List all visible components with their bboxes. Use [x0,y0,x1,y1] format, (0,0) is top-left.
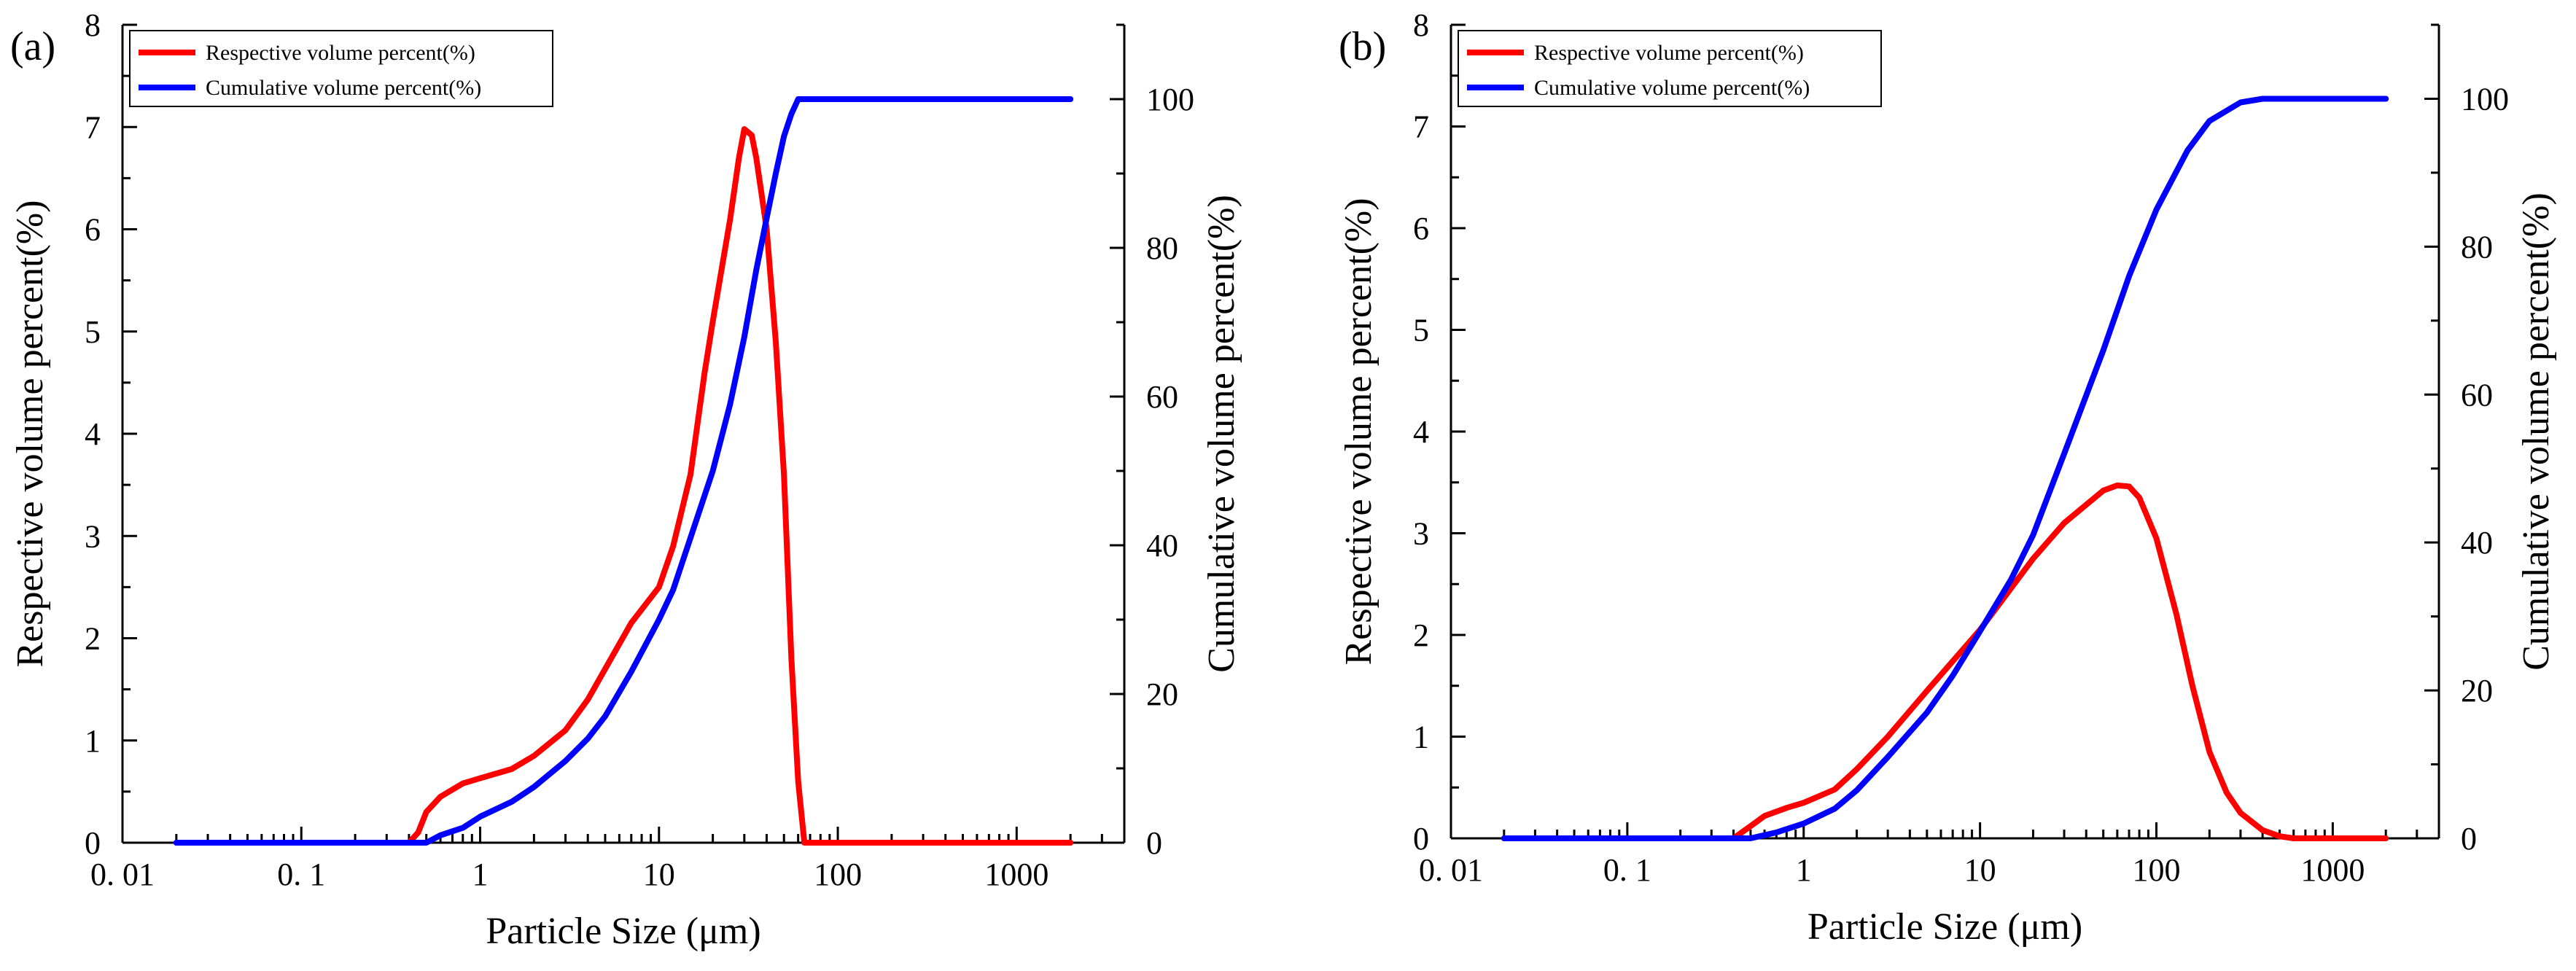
y-left-tick-label: 1 [85,723,101,759]
y-left-tick-label: 6 [1413,211,1429,246]
y-right-tick-label: 100 [1146,82,1194,117]
x-tick-label: 1 [1796,852,1812,888]
x-tick-label: 100 [2133,852,2181,888]
y-left-tick-label: 5 [85,314,101,350]
panel-a: 0. 01 0. 1 1 10 100 1000012345678020406080100… [9,7,1242,952]
x-tick-label: 0. 01 [90,857,155,892]
respective-volume-line [1501,482,2389,841]
y-right-tick-label: 80 [2461,229,2493,265]
y-right-tick-label: 60 [2461,377,2493,413]
x-tick-label: 10 [1964,852,1996,888]
y-right-tick-label: 100 [2461,81,2509,117]
y-left-tick-label: 2 [85,621,101,657]
y-left-tick-label: 8 [1413,7,1429,43]
y-axis-right-title: Cumulative volume percent(%) [2515,192,2557,671]
cumulative-volume-line [1501,95,2389,841]
x-tick-label: 100 [814,857,862,892]
x-tick-label: 10 [643,857,675,892]
x-tick-label: 0. 1 [277,857,325,892]
respective-volume-line [173,126,1074,846]
legend-box [1458,30,1882,107]
y-left-tick-label: 3 [85,518,101,554]
y-left-tick-label: 5 [1413,313,1429,348]
y-right-tick-label: 20 [2461,673,2493,709]
x-tick-label: 0. 1 [1603,852,1651,888]
legend-label: Respective volume percent(%) [206,41,475,65]
panel-label: (b) [1339,24,1386,69]
panel-label: (a) [10,24,55,69]
legend-label: Respective volume percent(%) [1534,41,1804,65]
y-left-tick-label: 2 [1413,617,1429,653]
y-right-tick-label: 20 [1146,676,1178,712]
y-axis-left-title: Respective volume percent(%) [9,200,51,667]
y-left-tick-label: 4 [1413,414,1429,450]
legend-box [129,30,553,107]
panel-b: 0. 01 0. 1 1 10 100 1000012345678020406080100… [1338,7,2557,948]
y-right-tick-label: 0 [1146,825,1162,861]
y-left-tick-label: 1 [1413,720,1429,755]
y-left-tick-label: 0 [1413,821,1429,857]
y-right-tick-label: 60 [1146,379,1178,415]
y-left-tick-label: 8 [85,7,101,43]
y-right-tick-label: 0 [2461,821,2477,857]
x-tick-label: 1000 [984,857,1048,892]
x-axis-title: Particle Size (μm) [1808,906,2082,948]
y-left-tick-label: 7 [1413,109,1429,145]
y-axis-left-title: Respective volume percent(%) [1338,198,1380,665]
y-right-tick-label: 40 [1146,528,1178,564]
y-left-tick-label: 6 [85,212,101,248]
x-tick-label: 0. 01 [1419,852,1483,888]
y-left-tick-label: 0 [85,825,101,861]
y-right-tick-label: 80 [1146,230,1178,266]
y-right-tick-label: 40 [2461,525,2493,561]
legend-label: Cumulative volume percent(%) [206,76,481,100]
x-tick-label: 1000 [2300,852,2365,888]
y-left-tick-label: 3 [1413,516,1429,552]
legend-label: Cumulative volume percent(%) [1534,76,1810,100]
cumulative-volume-line [173,96,1074,846]
y-axis-right-title: Cumulative volume percent(%) [1201,195,1242,673]
y-left-tick-label: 7 [85,109,101,145]
x-tick-label: 1 [472,857,489,892]
x-axis-title: Particle Size (μm) [486,910,760,952]
y-left-tick-label: 4 [85,416,101,452]
